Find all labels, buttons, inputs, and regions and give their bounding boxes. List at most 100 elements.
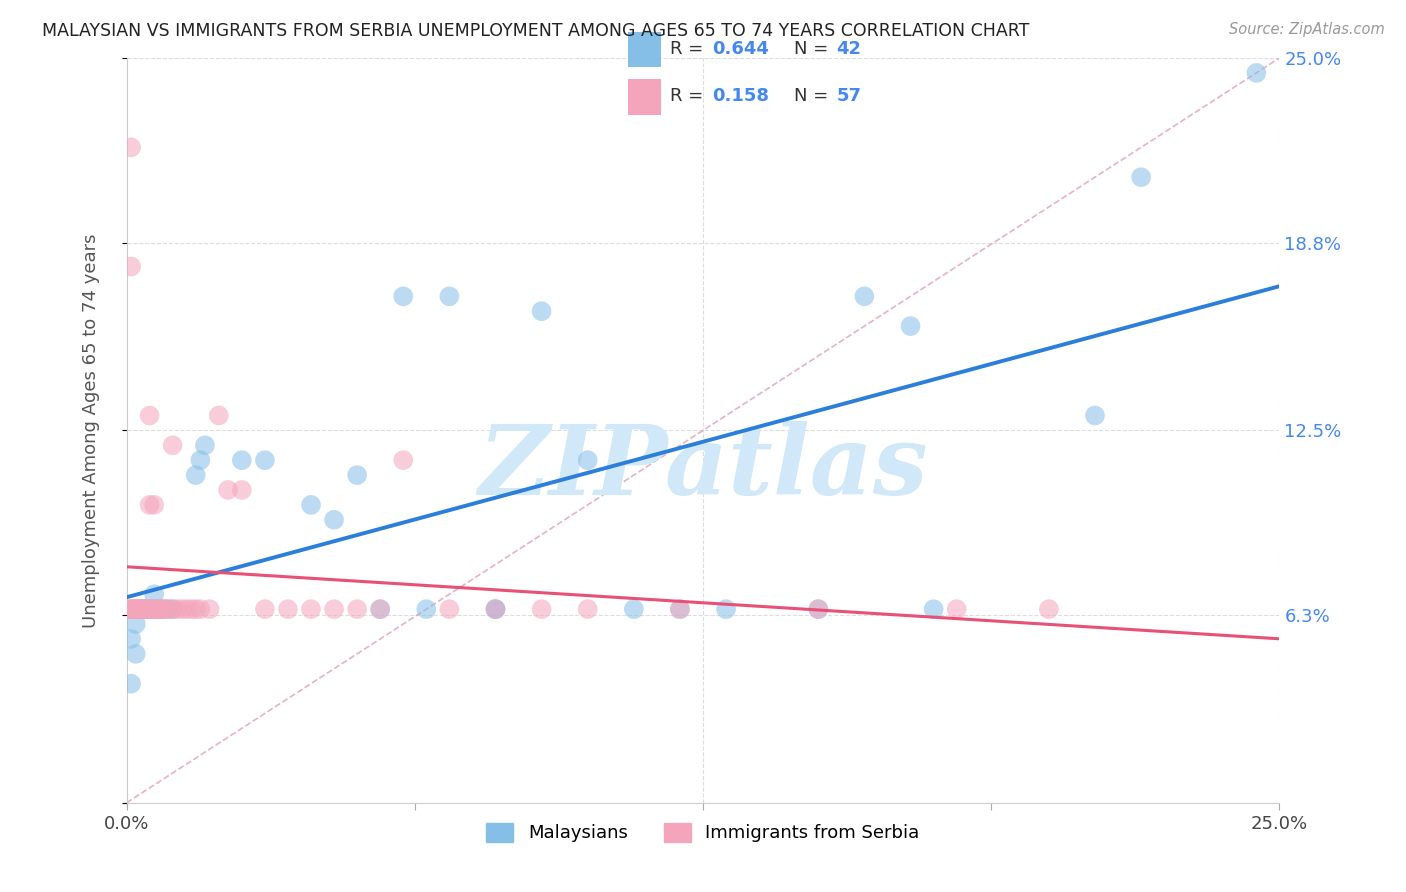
Point <box>231 453 253 467</box>
Point <box>253 453 276 467</box>
Point <box>176 602 198 616</box>
Text: 42: 42 <box>837 40 862 58</box>
Point <box>231 483 253 497</box>
Point <box>188 453 211 467</box>
Point <box>180 602 202 616</box>
Text: R =: R = <box>671 87 709 105</box>
Point <box>138 409 160 423</box>
Point <box>152 602 174 616</box>
Point <box>166 602 188 616</box>
Point <box>143 602 166 616</box>
Point <box>129 602 152 616</box>
Point <box>134 602 156 616</box>
Point <box>922 602 945 616</box>
Point <box>120 140 142 154</box>
Point <box>134 602 156 616</box>
Point <box>484 602 506 616</box>
Point <box>530 602 553 616</box>
Point <box>125 602 148 616</box>
Point <box>484 602 506 616</box>
Point <box>162 602 184 616</box>
Point <box>277 602 299 616</box>
Point <box>194 438 217 452</box>
Point <box>143 498 166 512</box>
Point <box>129 602 152 616</box>
Point <box>125 602 148 616</box>
Text: N =: N = <box>794 40 834 58</box>
Point <box>807 602 830 616</box>
Point <box>148 602 170 616</box>
Point <box>125 602 148 616</box>
Text: 0.644: 0.644 <box>713 40 769 58</box>
Text: Source: ZipAtlas.com: Source: ZipAtlas.com <box>1229 22 1385 37</box>
Point <box>1038 602 1060 616</box>
Point <box>162 438 184 452</box>
Point <box>120 602 142 616</box>
Point <box>323 602 346 616</box>
Point <box>138 498 160 512</box>
Point <box>125 602 148 616</box>
Point <box>853 289 876 303</box>
Point <box>120 602 142 616</box>
Point <box>217 483 239 497</box>
Point <box>392 289 415 303</box>
Point <box>807 602 830 616</box>
Point <box>392 453 415 467</box>
Point <box>138 602 160 616</box>
Point <box>530 304 553 318</box>
Text: R =: R = <box>671 40 709 58</box>
Point <box>669 602 692 616</box>
Point <box>1246 66 1268 80</box>
Point <box>439 289 461 303</box>
Point <box>143 602 166 616</box>
Point <box>148 602 170 616</box>
Point <box>148 602 170 616</box>
FancyBboxPatch shape <box>627 78 661 114</box>
Legend: Malaysians, Immigrants from Serbia: Malaysians, Immigrants from Serbia <box>479 816 927 850</box>
FancyBboxPatch shape <box>627 31 661 68</box>
Text: N =: N = <box>794 87 834 105</box>
Point <box>208 409 231 423</box>
Point <box>134 602 156 616</box>
Point <box>157 602 180 616</box>
Point <box>714 602 737 616</box>
Text: ZIPatlas: ZIPatlas <box>478 421 928 515</box>
Point <box>125 602 148 616</box>
Point <box>346 468 368 483</box>
Point <box>346 602 368 616</box>
Point <box>439 602 461 616</box>
Point <box>170 602 193 616</box>
Point <box>120 676 142 690</box>
Point <box>368 602 391 616</box>
Point <box>415 602 437 616</box>
Point <box>134 602 156 616</box>
Point <box>143 602 166 616</box>
Point <box>120 602 142 616</box>
Text: MALAYSIAN VS IMMIGRANTS FROM SERBIA UNEMPLOYMENT AMONG AGES 65 TO 74 YEARS CORRE: MALAYSIAN VS IMMIGRANTS FROM SERBIA UNEM… <box>42 22 1029 40</box>
Point <box>162 602 184 616</box>
Point <box>576 602 599 616</box>
Point <box>323 513 346 527</box>
Point <box>129 602 152 616</box>
Point <box>157 602 180 616</box>
Point <box>134 602 156 616</box>
Point <box>945 602 967 616</box>
Point <box>152 602 174 616</box>
Y-axis label: Unemployment Among Ages 65 to 74 years: Unemployment Among Ages 65 to 74 years <box>82 233 100 628</box>
Point <box>184 468 207 483</box>
Point <box>143 587 166 601</box>
Point <box>299 602 322 616</box>
Point <box>152 602 174 616</box>
Point <box>120 260 142 274</box>
Point <box>1130 170 1153 185</box>
Point <box>253 602 276 616</box>
Point <box>138 602 160 616</box>
Point <box>198 602 221 616</box>
Point <box>125 617 148 632</box>
Point <box>900 319 922 334</box>
Point <box>368 602 391 616</box>
Point <box>148 602 170 616</box>
Point <box>299 498 322 512</box>
Text: 57: 57 <box>837 87 862 105</box>
Point <box>576 453 599 467</box>
